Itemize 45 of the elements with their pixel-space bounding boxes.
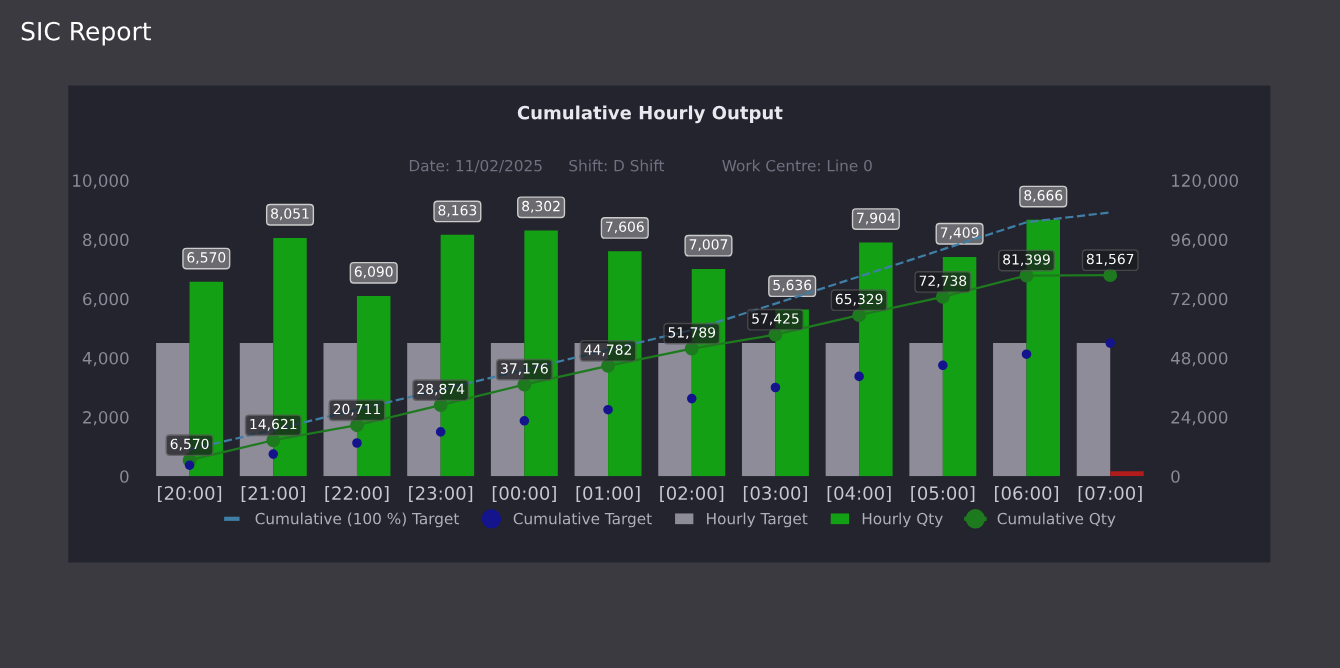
point (854, 371, 864, 382)
x-tick-label: [00:00] (492, 486, 556, 503)
point (938, 360, 948, 371)
y-tick-label: 10,000 (73, 174, 129, 189)
point (1021, 349, 1032, 360)
point (1105, 338, 1116, 348)
point (770, 382, 781, 393)
point (603, 404, 613, 415)
x-tick-label: [07:00] (1078, 486, 1142, 503)
x-tick-label: [21:00] (241, 486, 305, 503)
chart-title: Cumulative Hourly Output (517, 105, 783, 124)
bar (825, 343, 860, 477)
bar (1076, 343, 1111, 477)
y-tick-label: 2,000 (83, 411, 129, 426)
text: SIC Report (21, 21, 152, 46)
x-tick-label: [02:00] (660, 486, 724, 503)
y2-tick-label: 96,000 (1171, 233, 1228, 248)
y2-tick-label: 48,000 (1170, 351, 1228, 367)
y-tick-label: 4,000 (82, 351, 129, 367)
y2-tick-label: 120,000 (1171, 174, 1238, 189)
bar (1110, 471, 1144, 477)
point (268, 449, 279, 459)
y-tick-label: 6,000 (83, 292, 129, 307)
x-tick-label: [06:00] (995, 486, 1059, 503)
x-tick-label: [01:00] (576, 486, 640, 503)
point (184, 460, 195, 470)
point (352, 438, 362, 448)
x-tick-label: [20:00] (158, 486, 222, 503)
y2-tick-label: 24,000 (1171, 411, 1228, 426)
bar (993, 343, 1027, 477)
y2-tick-label: 72,000 (1171, 292, 1228, 307)
point (519, 416, 530, 426)
bar (909, 343, 943, 477)
bar (741, 343, 776, 477)
bar (658, 343, 692, 477)
y-tick-label: 8,000 (83, 233, 129, 248)
x-tick-label: [22:00] (325, 486, 389, 503)
y2-tick-label: 0 (1171, 470, 1180, 483)
point (435, 427, 446, 437)
y-tick-label: 0 (120, 470, 129, 483)
x-tick-label: [03:00] (743, 486, 807, 503)
x-tick-label: [23:00] (409, 486, 473, 503)
x-tick-label: [04:00] (827, 486, 891, 503)
x-tick-label: [05:00] (911, 486, 975, 503)
point (686, 393, 697, 404)
